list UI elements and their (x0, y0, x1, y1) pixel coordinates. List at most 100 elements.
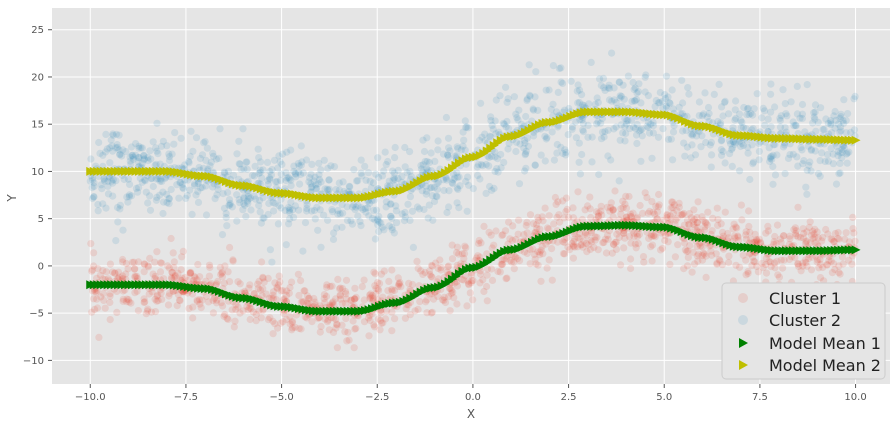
scatter-point (612, 245, 621, 253)
scatter-point (380, 167, 388, 175)
scatter-point (693, 213, 701, 222)
scatter-point (738, 139, 746, 147)
y-tick-label: −5 (29, 309, 44, 320)
scatter-point (791, 254, 799, 262)
scatter-point (143, 307, 152, 315)
scatter-point (648, 154, 656, 162)
scatter-point (805, 223, 813, 231)
scatter-point (617, 205, 625, 213)
scatter-point (275, 272, 283, 280)
scatter-point (449, 288, 457, 296)
scatter-point (366, 293, 375, 301)
scatter-point (311, 215, 319, 223)
scatter-point (288, 278, 296, 286)
scatter-point (790, 226, 798, 234)
scatter-point (360, 276, 368, 284)
scatter-point (632, 95, 641, 103)
legend-marker-cluster-2 (738, 315, 748, 325)
scatter-point (116, 151, 124, 159)
scatter-point (537, 151, 545, 159)
scatter-point (125, 298, 133, 306)
scatter-point (413, 257, 421, 265)
scatter-point (474, 171, 482, 179)
scatter-point (119, 287, 127, 295)
scatter-point (542, 86, 550, 94)
scatter-point (575, 98, 584, 107)
scatter-point (479, 162, 487, 170)
scatter-point (541, 204, 549, 212)
scatter-point (833, 142, 841, 150)
scatter-point (839, 260, 847, 268)
scatter-point (277, 204, 285, 212)
scatter-point (366, 294, 374, 302)
scatter-point (824, 157, 833, 165)
scatter-point (537, 277, 545, 285)
scatter-point (621, 123, 629, 131)
scatter-point (761, 121, 769, 129)
scatter-point (428, 273, 436, 281)
scatter-point (610, 84, 618, 92)
scatter-point (94, 200, 102, 209)
scatter-point (122, 148, 130, 156)
scatter-point (753, 238, 761, 246)
scatter-point (753, 236, 761, 244)
scatter-point (129, 155, 137, 163)
scatter-point (111, 269, 119, 277)
scatter-point (104, 182, 112, 190)
scatter-point (384, 287, 392, 295)
scatter-point (453, 184, 461, 192)
scatter-point (568, 123, 577, 131)
scatter-point (341, 288, 350, 296)
scatter-point (551, 193, 560, 202)
scatter-point (212, 155, 220, 163)
scatter-point (758, 259, 766, 267)
scatter-point (134, 158, 142, 166)
scatter-point (350, 166, 358, 174)
scatter-point (231, 317, 239, 325)
scatter-point (291, 323, 299, 331)
scatter-point (522, 221, 530, 230)
scatter-point (694, 250, 703, 258)
scatter-point (541, 132, 549, 140)
scatter-point (320, 291, 328, 299)
scatter-point (370, 323, 379, 331)
scatter-point (699, 216, 707, 225)
scatter-point (594, 212, 603, 220)
scatter-point (735, 110, 744, 118)
scatter-point (151, 295, 159, 303)
scatter-point (224, 167, 232, 175)
scatter-point (526, 211, 535, 219)
scatter-point (260, 278, 268, 286)
scatter-point (802, 238, 810, 246)
scatter-point (98, 185, 106, 193)
scatter-point (796, 114, 804, 122)
scatter-point (94, 207, 102, 215)
scatter-point (179, 180, 187, 188)
scatter-point (725, 258, 733, 267)
scatter-point (839, 117, 847, 125)
scatter-point (631, 240, 639, 248)
scatter-point (679, 127, 687, 135)
scatter-point (265, 294, 273, 302)
scatter-point (620, 229, 628, 237)
scatter-point (87, 240, 95, 248)
scatter-point (564, 243, 572, 251)
scatter-point (144, 262, 152, 270)
scatter-point (817, 260, 825, 268)
scatter-point (280, 309, 288, 318)
scatter-point (394, 282, 402, 291)
scatter-point (721, 159, 729, 167)
scatter-point (324, 186, 332, 194)
scatter-point (223, 222, 231, 230)
scatter-point (576, 235, 584, 243)
scatter-point (840, 96, 848, 104)
scatter-point (737, 117, 745, 125)
scatter-point (173, 302, 181, 310)
scatter-point (700, 110, 708, 118)
scatter-point (609, 213, 617, 221)
scatter-point (177, 178, 185, 186)
scatter-point (803, 166, 811, 174)
scatter-point (423, 187, 431, 195)
scatter-point (199, 164, 207, 172)
scatter-point (373, 278, 382, 287)
